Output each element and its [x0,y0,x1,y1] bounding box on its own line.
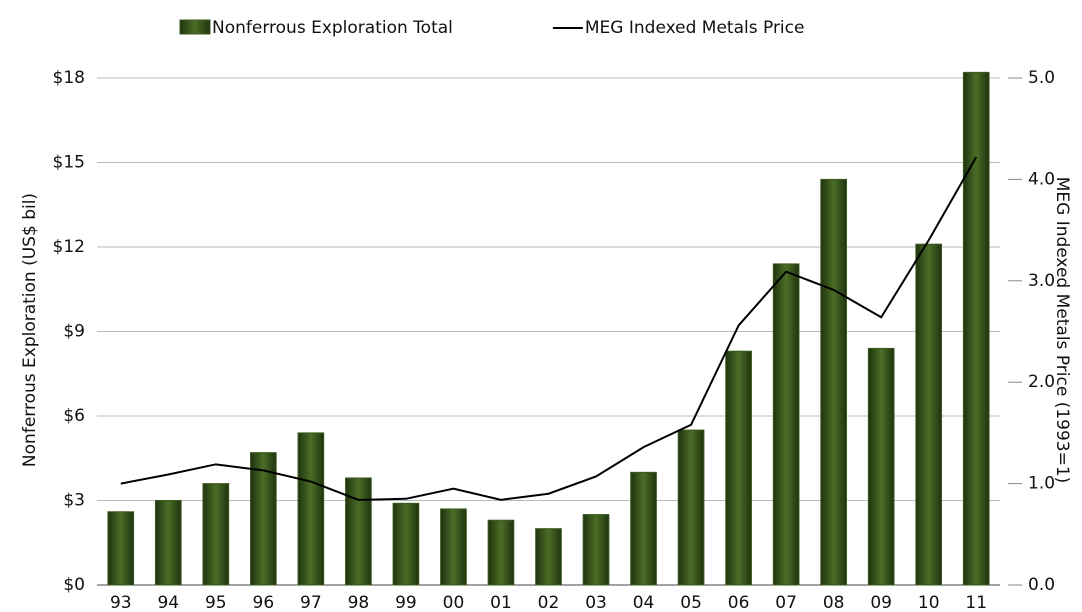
bar [535,528,562,586]
x-tick-label: 97 [300,593,322,612]
y-tick-label: $18 [53,68,85,88]
bar [677,429,705,586]
x-tick-label: 01 [490,593,512,612]
y-tick-label: $15 [53,153,85,173]
bar [820,178,847,586]
x-tick-label: 06 [728,593,750,612]
bar [725,350,752,586]
x-tick-label: 95 [205,593,227,612]
x-tick-label: 03 [585,593,607,612]
y2-tick-label: 2.0 [1028,372,1055,392]
x-tick-label: 94 [157,593,179,612]
bar [867,347,895,586]
x-tick-label: 10 [918,593,940,612]
x-tick-label: 07 [775,593,797,612]
y-tick-label: $6 [63,406,85,426]
x-tick-label: 02 [538,593,560,612]
y-tick-label: $0 [63,575,85,595]
y-tick-label: $9 [63,322,85,342]
bar [772,263,800,586]
y-tick-label: $12 [53,237,85,257]
bar [392,502,420,586]
y2-tick-label: 5.0 [1028,68,1055,88]
y2-axis-title: MEG Indexed Metals Price (1993=1) [1052,177,1072,484]
bar [582,514,610,586]
legend-label: Nonferrous Exploration Total [212,18,453,38]
bar [487,519,515,586]
x-tick-label: 99 [395,593,417,612]
bar [202,483,230,586]
bar [154,500,182,586]
x-tick-label: 11 [965,593,987,612]
x-tick-label: 98 [348,593,370,612]
x-tick-label: 08 [823,593,845,612]
bar [345,477,372,586]
bar [297,432,325,586]
y2-tick-label: 0.0 [1028,575,1055,595]
bar [630,471,657,586]
bar [962,71,990,586]
y-tick-label: $3 [63,491,85,511]
x-tick-label: 04 [633,593,655,612]
bar [440,508,467,586]
y2-tick-label: 1.0 [1028,474,1055,494]
x-tick-label: 00 [443,593,465,612]
bar [250,452,277,586]
x-tick-label: 09 [870,593,892,612]
price-line [120,156,978,501]
y2-tick-label: 4.0 [1028,169,1055,189]
y2-tick-label: 3.0 [1028,271,1055,291]
x-tick-label: 05 [680,593,702,612]
bar [107,511,135,586]
x-tick-label: 96 [253,593,275,612]
legend-label: MEG Indexed Metals Price [585,18,805,38]
bar [915,243,943,586]
x-tick-label: 93 [110,593,132,612]
legend-swatch [179,19,211,35]
y-axis-title: Nonferrous Exploration (US$ bil) [20,193,40,467]
